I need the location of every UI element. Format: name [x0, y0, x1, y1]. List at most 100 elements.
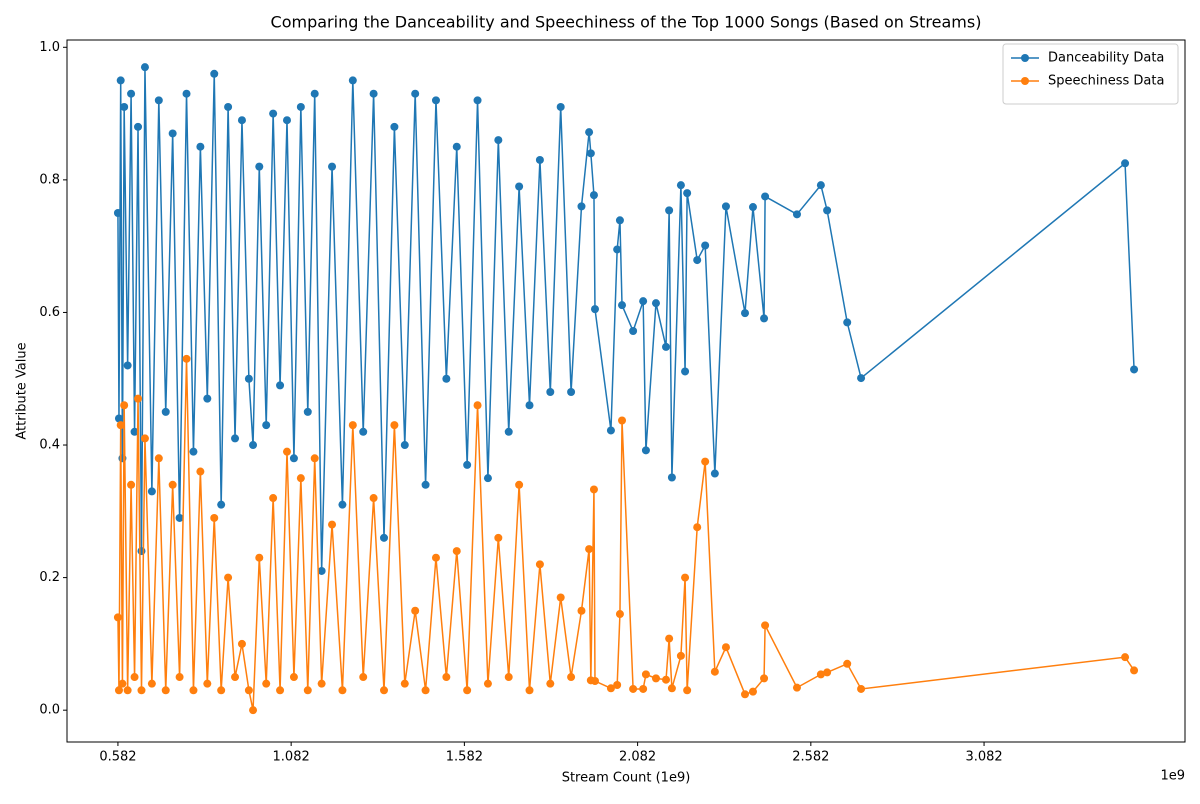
data-point: [1121, 653, 1130, 662]
data-point: [676, 181, 685, 190]
data-point: [380, 533, 389, 542]
data-point: [748, 687, 757, 696]
data-point: [567, 387, 576, 396]
data-point: [667, 684, 676, 693]
data-point: [760, 674, 769, 683]
data-point: [161, 686, 170, 695]
data-point: [231, 673, 240, 682]
data-point: [210, 513, 219, 522]
legend-marker: [1021, 77, 1029, 85]
data-point: [249, 441, 258, 450]
data-point: [567, 673, 576, 682]
data-point: [147, 487, 156, 496]
data-point: [741, 309, 750, 318]
data-point: [577, 606, 586, 615]
data-point: [390, 421, 399, 430]
data-point: [721, 643, 730, 652]
data-point: [535, 560, 544, 569]
data-point: [701, 457, 710, 466]
data-point: [792, 210, 801, 219]
data-point: [262, 421, 271, 430]
data-point: [310, 89, 319, 98]
data-point: [134, 394, 143, 403]
data-point: [130, 427, 139, 436]
plot-frame: [66, 39, 1186, 743]
data-point: [310, 454, 319, 463]
legend-marker: [1021, 54, 1029, 62]
data-point: [843, 659, 852, 668]
data-point: [494, 533, 503, 542]
data-point: [641, 670, 650, 679]
data-point: [231, 434, 240, 443]
data-point: [147, 679, 156, 688]
data-point: [421, 686, 430, 695]
data-point: [639, 684, 648, 693]
data-point: [303, 686, 312, 695]
data-point: [130, 673, 139, 682]
legend-box: [1002, 43, 1179, 105]
y-tick-label: 0.8: [39, 172, 60, 187]
y-tick-label: 0.6: [39, 305, 60, 320]
data-point: [693, 523, 702, 532]
y-axis-label: Attribute Value: [15, 342, 30, 439]
data-point: [411, 606, 420, 615]
data-point: [629, 684, 638, 693]
data-point: [123, 361, 132, 370]
data-point: [662, 342, 671, 351]
data-point: [761, 621, 770, 630]
chart-title: Comparing the Danceability and Speechine…: [271, 13, 982, 32]
data-point: [760, 314, 769, 323]
data-point: [651, 674, 660, 683]
data-point: [224, 102, 233, 111]
data-point: [585, 545, 594, 554]
data-point: [262, 679, 271, 688]
data-point: [289, 454, 298, 463]
data-point: [546, 387, 555, 396]
data-point: [244, 686, 253, 695]
data-point: [741, 690, 750, 699]
data-point: [328, 520, 337, 529]
data-point: [255, 553, 264, 562]
data-point: [154, 454, 163, 463]
data-point: [120, 401, 129, 410]
data-point: [348, 76, 357, 85]
data-point: [515, 480, 524, 489]
data-point: [613, 680, 622, 689]
data-point: [154, 96, 163, 105]
y-tick-label: 0.2: [39, 570, 60, 585]
data-point: [1130, 666, 1139, 675]
data-point: [615, 610, 624, 619]
data-point: [590, 677, 599, 686]
x-axis-label: Stream Count (1e9): [562, 771, 691, 786]
data-point: [338, 686, 347, 695]
data-point: [639, 297, 648, 306]
data-point: [683, 189, 692, 198]
data-point: [683, 686, 692, 695]
data-point: [857, 374, 866, 383]
data-point: [421, 480, 430, 489]
data-point: [120, 102, 129, 111]
data-point: [515, 182, 524, 191]
data-point: [161, 407, 170, 416]
data-point: [589, 191, 598, 200]
data-point: [359, 427, 368, 436]
data-point: [665, 634, 674, 643]
data-point: [175, 673, 184, 682]
data-point: [118, 679, 127, 688]
data-point: [494, 136, 503, 145]
data-point: [761, 192, 770, 201]
data-point: [269, 109, 278, 118]
data-point: [189, 447, 198, 456]
data-point: [289, 673, 298, 682]
data-point: [816, 670, 825, 679]
data-point: [296, 474, 305, 483]
data-point: [224, 573, 233, 582]
data-point: [556, 102, 565, 111]
data-point: [667, 473, 676, 482]
data-point: [196, 467, 205, 476]
data-point: [590, 305, 599, 314]
data-point: [556, 593, 565, 602]
data-point: [665, 206, 674, 215]
data-point: [303, 407, 312, 416]
